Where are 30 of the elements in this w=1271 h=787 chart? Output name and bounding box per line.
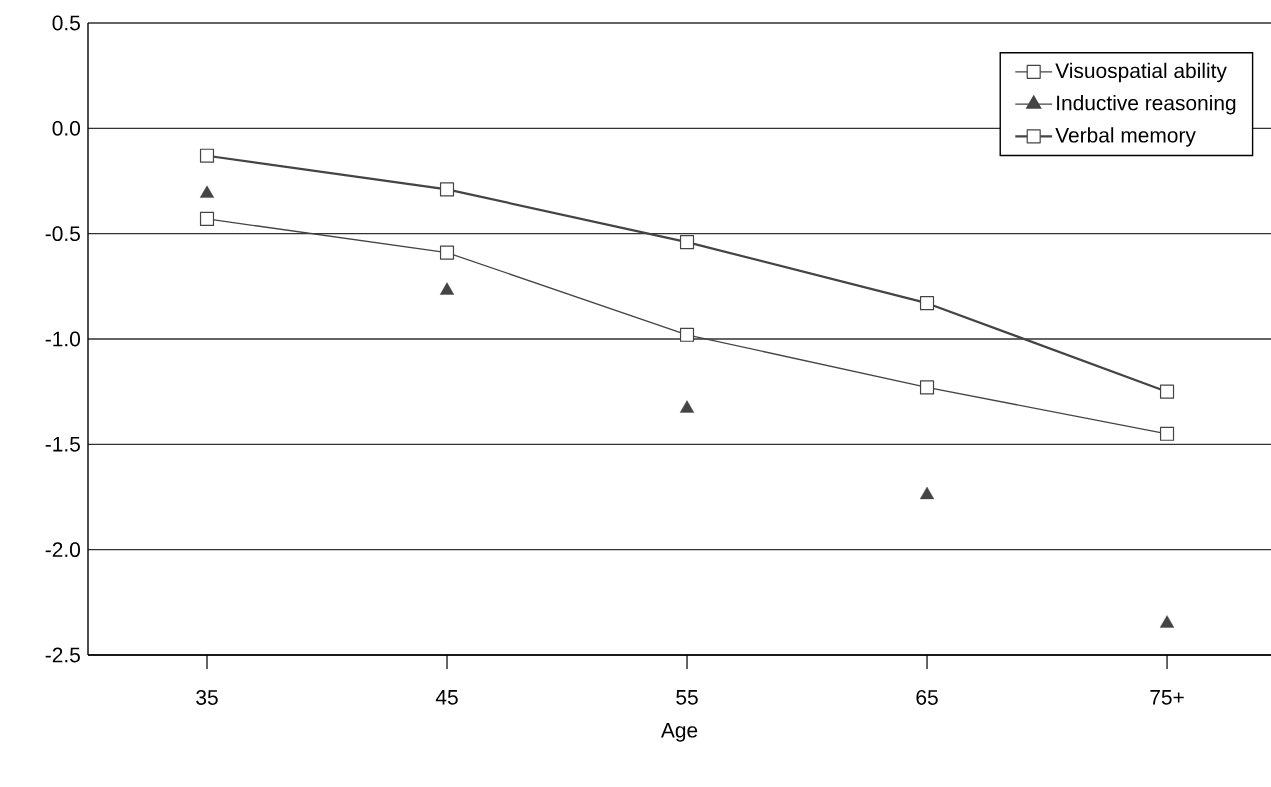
point [1159, 426, 1175, 441]
y-tick-label: -0.5 [45, 226, 80, 242]
legend-label: Inductive reasoning [1057, 94, 1236, 115]
point [199, 148, 215, 163]
point [1159, 384, 1175, 399]
y-tick-label: -2.0 [45, 542, 80, 558]
y-tick-label: -1.5 [45, 437, 80, 452]
point [679, 327, 695, 342]
legend-label: Verbal memory [1055, 127, 1196, 147]
point [679, 400, 695, 413]
x-tick-label: 75+ [1150, 690, 1184, 705]
point [919, 380, 935, 395]
x-axis-title: Age [660, 723, 698, 742]
y-tick-label: -1.0 [45, 331, 80, 347]
y-tick-label: 0.0 [52, 120, 80, 136]
legend-label: Visuospatial ability [1055, 62, 1227, 83]
point [679, 235, 695, 250]
point [439, 245, 455, 260]
y-tick-label: 0.5 [52, 15, 80, 31]
point [919, 296, 935, 311]
point [1159, 615, 1175, 628]
point [919, 486, 935, 500]
point [439, 182, 455, 197]
x-tick-label: 45 [435, 690, 458, 705]
y-tick-label: -2.5 [45, 647, 80, 663]
point [199, 211, 215, 226]
x-tick-label: 55 [676, 690, 698, 705]
x-tick-label: 65 [916, 690, 938, 705]
x-tick-label: 35 [196, 690, 218, 705]
point [439, 282, 455, 295]
